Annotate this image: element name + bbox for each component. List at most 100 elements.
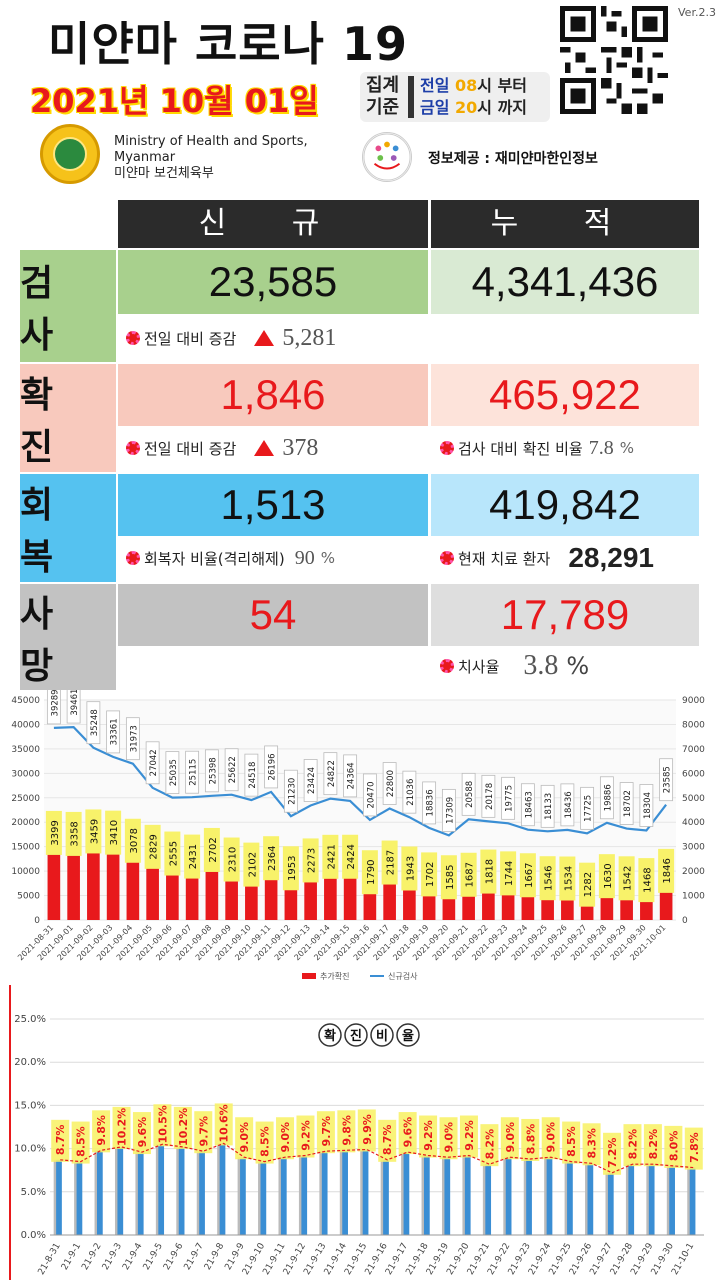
confirmed-data-label: 1953 <box>287 856 298 881</box>
confirmed-label-bg <box>361 850 378 895</box>
sun-bullet-icon <box>440 551 454 565</box>
rate-data-label: 10.2% <box>116 1108 129 1146</box>
qr-code-icon[interactable] <box>560 6 668 114</box>
confirmed-label-bg <box>519 853 536 898</box>
confirmed-label-bg <box>342 834 359 879</box>
chart-title-char: 율 <box>402 1028 414 1044</box>
period-to: 금일 20시 까지 <box>420 98 528 117</box>
confirmed-label-bg <box>263 836 280 881</box>
info-source: 정보제공 : 재미얀마한인정보 <box>428 151 598 167</box>
rate-label-bg <box>255 1121 274 1164</box>
tests-label-bg <box>185 750 200 794</box>
confirmed-data-label: 1630 <box>603 863 614 888</box>
tests-data-label: 21230 <box>287 778 297 805</box>
rate-bar <box>669 1165 675 1235</box>
tests-data-label: 25115 <box>189 759 199 786</box>
tests-label-bg <box>46 690 61 725</box>
row-label-death: 사 망 <box>20 584 116 690</box>
rate-bar <box>301 1155 308 1235</box>
sun-bullet-icon <box>126 331 140 345</box>
y-right-tick-label: 5000 <box>682 794 705 804</box>
confirmed-data-label: 2424 <box>346 844 357 869</box>
confirmed-label-bg <box>322 834 339 879</box>
rate-bar <box>362 1149 369 1235</box>
rate-label-bg <box>398 1112 417 1155</box>
confirmed-data-label: 2310 <box>228 847 239 872</box>
tests-data-label: 24364 <box>347 762 357 789</box>
rate-bar <box>280 1157 287 1235</box>
confirmed-total-value: 465,922 <box>489 371 641 418</box>
rate-data-label: 9.8% <box>340 1115 353 1146</box>
confirmed-data-label: 1790 <box>366 860 377 885</box>
rate-bar <box>240 1157 246 1235</box>
recovery-rate: 회복자 비율(격리해제) 90 % <box>126 538 335 578</box>
rate-data-label: 9.0% <box>504 1122 517 1153</box>
sun-bullet-icon <box>126 441 140 455</box>
rate-bar <box>321 1151 328 1235</box>
confirmed-label-bg <box>401 846 418 891</box>
y-right-tick-label: 8000 <box>682 720 705 730</box>
tests-label-bg <box>461 772 476 816</box>
up-triangle-icon <box>254 330 275 346</box>
y-right-tick-label: 6000 <box>682 769 705 779</box>
confirmed-label-bg <box>598 854 615 899</box>
tests-label-bg <box>580 786 595 830</box>
rate-data-label: 8.5% <box>259 1126 272 1157</box>
rate-data-label: 9.0% <box>443 1122 456 1153</box>
sun-bullet-icon <box>440 659 454 673</box>
rate-bar <box>137 1152 144 1235</box>
period-label-2: 기준 <box>366 97 400 118</box>
rate-label-bg <box>664 1125 683 1168</box>
rate-bar <box>260 1161 267 1235</box>
confirmed-data-label: 1818 <box>484 859 495 884</box>
tests-data-label: 35248 <box>90 709 100 736</box>
y-left-tick-label: 15000 <box>11 843 40 853</box>
confirmed-label-bg <box>243 842 260 887</box>
y-left-tick-label: 5000 <box>17 892 40 902</box>
tests-data-label: 17309 <box>445 797 455 824</box>
tests-label-bg <box>303 759 318 802</box>
rate-data-label: 9.2% <box>299 1120 312 1151</box>
rate-label-bg <box>378 1119 397 1162</box>
rate-bar <box>485 1164 492 1235</box>
rate-label-bg <box>357 1109 376 1152</box>
rate-label-bg <box>112 1106 131 1149</box>
confirmed-data-label: 2702 <box>208 837 219 862</box>
tests-data-label: 20470 <box>366 781 376 808</box>
rate-data-label: 10.2% <box>177 1108 190 1146</box>
confirmed-bar <box>67 837 80 920</box>
confirmed-data-label: 1585 <box>445 865 456 890</box>
rate-data-label: 8.3% <box>586 1128 599 1159</box>
confirmed-label-bg <box>480 849 497 894</box>
rate-label-bg <box>643 1124 662 1167</box>
confirmed-label-bg <box>539 856 556 901</box>
y-right-tick-label: 7000 <box>682 745 705 755</box>
rate-bar <box>219 1143 226 1235</box>
confirmed-data-label: 2829 <box>149 834 160 859</box>
tests-label-bg <box>125 717 140 761</box>
rate-bar <box>383 1159 389 1235</box>
rate-bar <box>689 1167 696 1235</box>
title-char-circle <box>344 1023 368 1047</box>
death-new-cell: 54 <box>118 584 428 646</box>
confirmed-data-label: 1282 <box>583 872 594 897</box>
rate-label-bg <box>562 1121 581 1164</box>
rate-bar <box>97 1150 103 1235</box>
confirmed-data-label: 1943 <box>405 856 416 881</box>
y-left-tick-label: 20000 <box>11 818 40 828</box>
confirmed-ratio: 검사 대비 확진 비율 7.8 % <box>440 428 634 468</box>
rate-data-label: 9.0% <box>238 1122 251 1153</box>
tests-data-label: 39461 <box>70 690 80 716</box>
tests-label-bg <box>639 784 654 827</box>
tests-data-label: 18304 <box>643 792 653 819</box>
legend-label-tests: 신규검사 <box>388 971 418 980</box>
tests-data-label: 19775 <box>505 785 515 812</box>
confirmed-data-label: 1744 <box>504 861 515 886</box>
confirmed-data-label: 2431 <box>188 844 199 869</box>
confirmed-data-label: 2421 <box>326 844 337 869</box>
ministry-seal-icon <box>40 124 100 184</box>
confirmed-label-bg <box>223 837 240 882</box>
rate-data-label: 9.6% <box>136 1117 149 1148</box>
rate-label-bg <box>459 1115 478 1158</box>
tests-data-label: 18463 <box>524 791 534 818</box>
